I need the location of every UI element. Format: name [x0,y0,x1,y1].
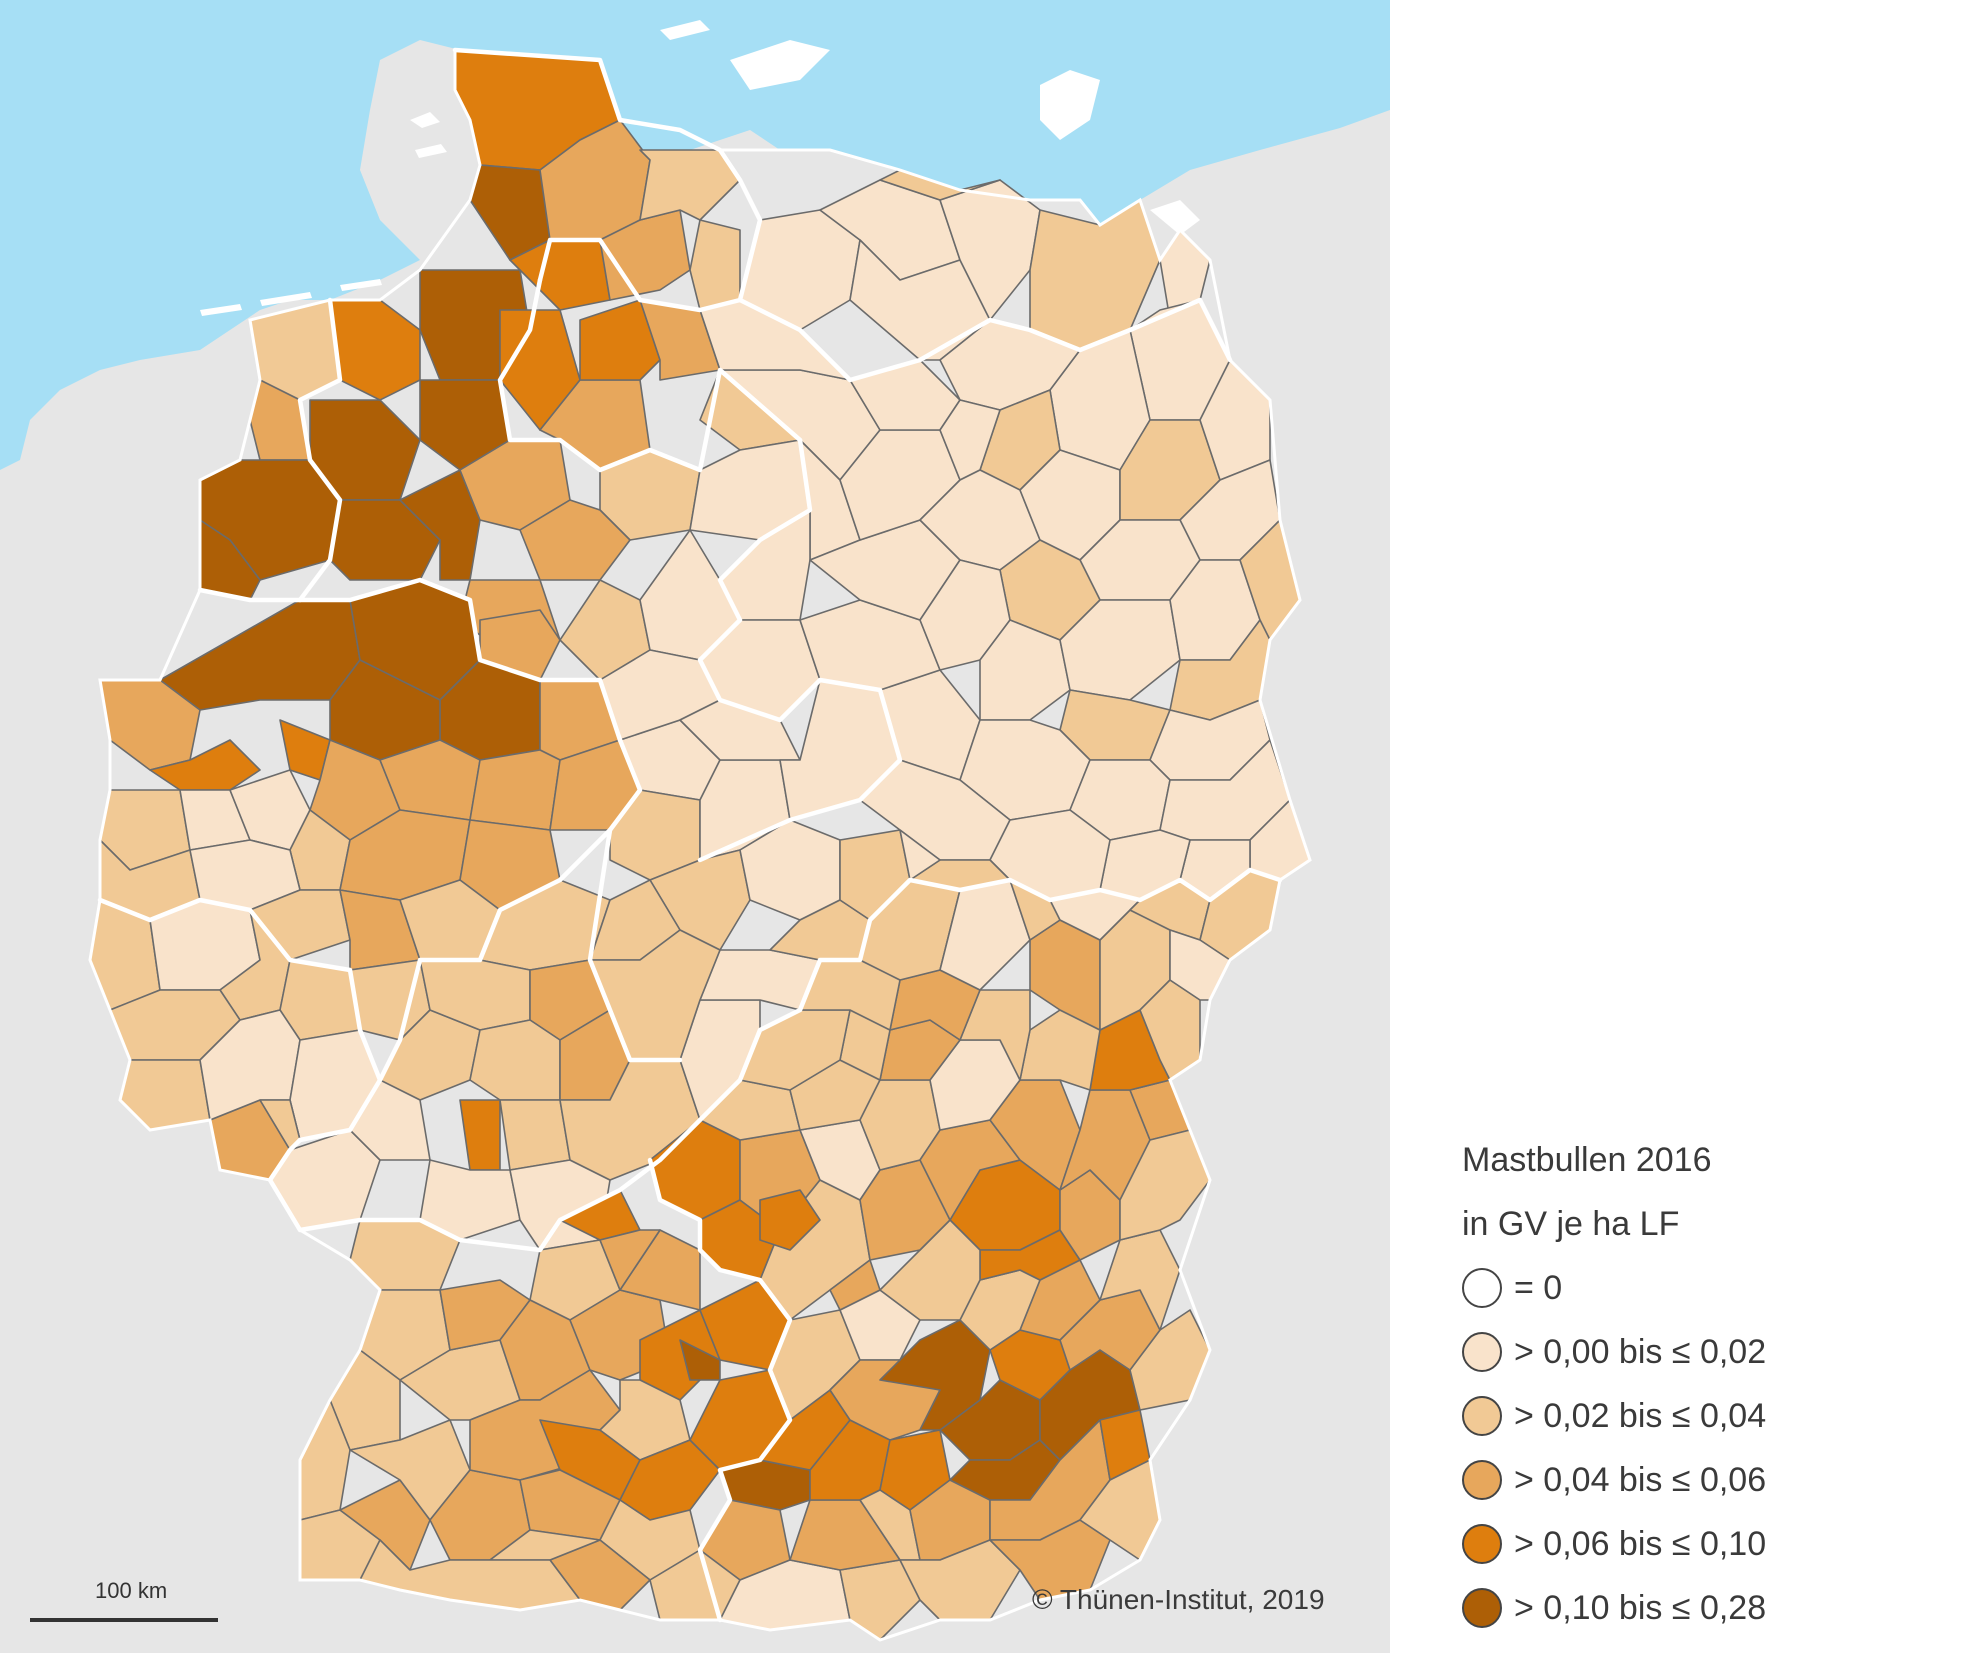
district [579,299,661,381]
district [759,1189,821,1251]
district [1119,1129,1211,1241]
legend-swatch [1462,1588,1502,1628]
district [599,1229,661,1291]
district [469,1019,561,1101]
scale-bar [30,1618,218,1622]
legend-label: > 0,10 bis ≤ 0,28 [1514,1588,1767,1627]
legend-subtitle: in GV je ha LF [1462,1205,1680,1243]
district [979,1229,1081,1281]
legend-swatch [1462,1396,1502,1436]
district [1199,359,1271,481]
legend-item: > 0,10 bis ≤ 0,28 [1462,1576,1962,1640]
legend-item: = 0 [1462,1256,1962,1320]
legend-title: Mastbullen 2016 [1462,1141,1712,1179]
legend-label: > 0,06 bis ≤ 0,10 [1514,1524,1767,1563]
legend: Mastbullen 2016 in GV je ha LF = 0 > 0,0… [1462,1128,1962,1640]
district [689,219,741,311]
legend-swatch [1462,1332,1502,1372]
legend-item: > 0,00 bis ≤ 0,02 [1462,1320,1962,1384]
legend-label: > 0,04 bis ≤ 0,06 [1514,1460,1767,1499]
district [499,1099,571,1171]
country-outline [88,48,1312,1642]
legend-swatch [1462,1268,1502,1308]
legend-label: > 0,00 bis ≤ 0,02 [1514,1332,1767,1371]
district [879,169,1001,201]
district [339,1479,431,1571]
legend-label: = 0 [1514,1268,1563,1307]
scale-bar-label: 100 km [95,1578,168,1603]
choropleth-map [0,0,1390,1653]
map-panel [0,0,1390,1653]
legend-item: > 0,02 bis ≤ 0,04 [1462,1384,1962,1448]
district [879,1319,991,1431]
district [899,829,941,881]
district [469,749,561,831]
legend-swatch [1462,1524,1502,1564]
legend-swatch [1462,1460,1502,1500]
copyright-credit: © Thünen-Institut, 2019 [1032,1584,1325,1615]
islands [200,20,1200,316]
legend-item: > 0,04 bis ≤ 0,06 [1462,1448,1962,1512]
district [829,1259,881,1311]
legend-label: > 0,02 bis ≤ 0,04 [1514,1396,1767,1435]
legend-item: > 0,06 bis ≤ 0,10 [1462,1512,1962,1576]
